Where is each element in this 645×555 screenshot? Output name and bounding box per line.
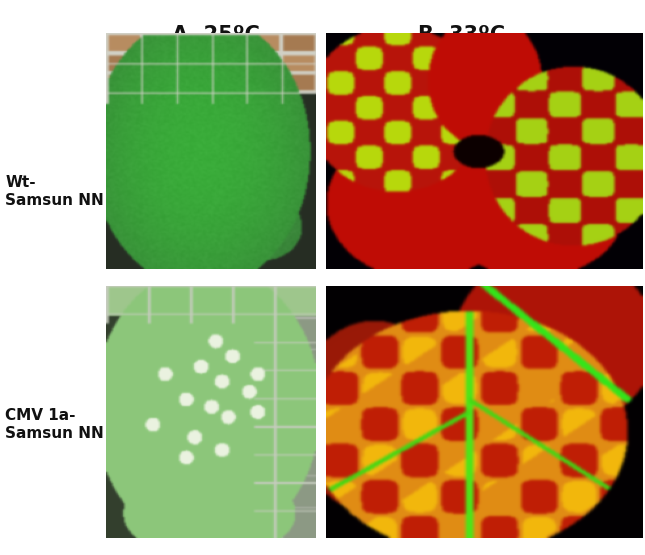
Text: B. 33ºC: B. 33ºC <box>417 25 505 45</box>
Text: Wt-
Samsun NN: Wt- Samsun NN <box>5 175 104 208</box>
Text: CMV 1a-
Samsun NN: CMV 1a- Samsun NN <box>5 408 104 441</box>
Text: A. 25ºC: A. 25ºC <box>172 25 260 45</box>
